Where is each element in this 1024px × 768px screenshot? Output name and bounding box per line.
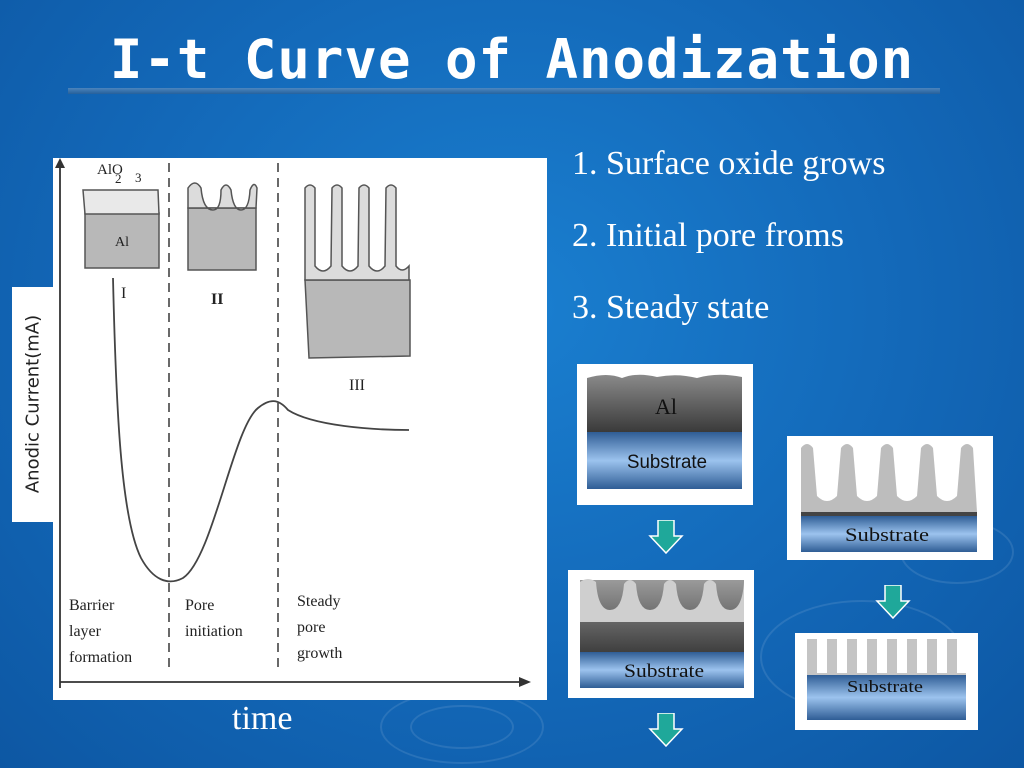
step-list: 1. Surface oxide grows 2. Initial pore f…	[572, 128, 885, 344]
stage-label-1: Barrier layer formation	[69, 597, 132, 666]
it-curve-svg: AlO 2 3 Al I II III Barrier layer format…	[55, 158, 531, 688]
svg-text:Pore: Pore	[185, 597, 214, 614]
it-curve-plot: AlO 2 3 Al I II III Barrier layer format…	[53, 158, 547, 700]
schematic-step4: Substrate	[795, 633, 978, 730]
oxide-pore-layer	[580, 579, 744, 622]
substrate-label: Substrate	[847, 677, 923, 696]
y-axis-label-box	[12, 287, 54, 522]
x-axis-label: time	[232, 700, 293, 737]
substrate-label: Substrate	[624, 661, 704, 682]
stage-numeral-3: III	[349, 377, 365, 394]
step-2: 2. Initial pore froms	[572, 217, 844, 254]
substrate-layer	[801, 516, 977, 552]
pore-columns	[807, 639, 966, 675]
substrate-label: Substrate	[627, 452, 707, 473]
background-ripple	[410, 705, 514, 749]
step-1: 1. Surface oxide grows	[572, 145, 886, 182]
step-3: 3. Steady state	[572, 289, 770, 326]
stage-label-3: Steady pore growth	[297, 593, 342, 662]
al-layer	[587, 374, 742, 432]
svg-text:formation: formation	[69, 649, 132, 666]
svg-text:Barrier: Barrier	[69, 597, 115, 614]
inset-oxide-sub2: 3	[135, 170, 142, 185]
pore-columns	[801, 444, 977, 512]
slide-title: I-t Curve of Anodization	[109, 28, 915, 91]
stage-numeral-2: II	[211, 291, 223, 308]
down-arrow-2	[875, 585, 911, 619]
y-axis-arrow	[55, 158, 65, 168]
inset-oxide-label: AlO	[97, 162, 123, 178]
schematic-step3: Substrate	[787, 436, 993, 560]
y-axis-label: Anodic Current(mA)	[22, 314, 44, 494]
svg-text:layer: layer	[69, 623, 102, 640]
inset-stage-3	[304, 184, 411, 359]
stage-label-2: Pore initiation	[185, 597, 243, 640]
down-arrow-1	[648, 520, 684, 554]
substrate-label: Substrate	[845, 525, 929, 546]
schematic-step1: Al Substrate	[577, 364, 753, 505]
inset-metal-label: Al	[115, 235, 129, 250]
svg-text:pore: pore	[297, 619, 325, 636]
svg-text:Steady: Steady	[297, 593, 341, 610]
stage-numeral-1: I	[121, 285, 126, 302]
substrate-layer	[587, 432, 742, 489]
svg-text:growth: growth	[297, 645, 342, 662]
current-curve	[112, 277, 410, 583]
inset-oxide-sub1: 2	[115, 171, 122, 186]
schematic-step2: Substrate	[568, 570, 754, 698]
inset-stage-2	[187, 182, 258, 271]
substrate-layer	[807, 675, 966, 720]
down-arrow-3	[648, 713, 684, 747]
title-underline	[68, 88, 940, 94]
x-axis-arrow	[519, 677, 531, 687]
al-label: Al	[655, 394, 677, 419]
inset-stage-1: AlO 2 3 Al	[82, 162, 160, 269]
svg-text:initiation: initiation	[185, 623, 243, 640]
substrate-layer	[580, 652, 744, 688]
